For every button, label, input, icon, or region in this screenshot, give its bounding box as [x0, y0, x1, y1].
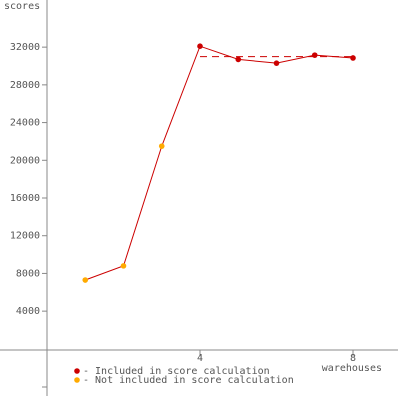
point: [273, 60, 280, 66]
y-axis-label: scores: [4, 1, 40, 12]
y-tick-label: 32000: [10, 42, 40, 53]
y-tick-label: 12000: [10, 231, 40, 242]
y-tick-label: 8000: [16, 268, 40, 279]
point: [82, 277, 89, 283]
point: [120, 263, 127, 269]
y-tick-label: 24000: [10, 118, 40, 129]
x-tick-label: 8: [350, 353, 356, 364]
legend-marker: [74, 368, 80, 374]
legend-label: - Included in score calculation: [83, 366, 270, 377]
x-tick-label: 4: [197, 353, 203, 364]
score-line-path: [85, 45, 354, 281]
point: [235, 56, 242, 63]
x-axis-label: warehouses: [322, 363, 382, 374]
y-tick-label: 16000: [10, 193, 40, 204]
y-tick-label: 28000: [10, 80, 40, 91]
legend-marker: [74, 377, 80, 383]
point: [197, 43, 203, 49]
legend-label: - Not included in score calculation: [83, 375, 294, 386]
y-tick-label: 20000: [10, 155, 40, 166]
point: [311, 52, 318, 58]
y-tick-label: 4000: [16, 306, 40, 317]
point: [158, 143, 165, 149]
point: [350, 55, 356, 61]
